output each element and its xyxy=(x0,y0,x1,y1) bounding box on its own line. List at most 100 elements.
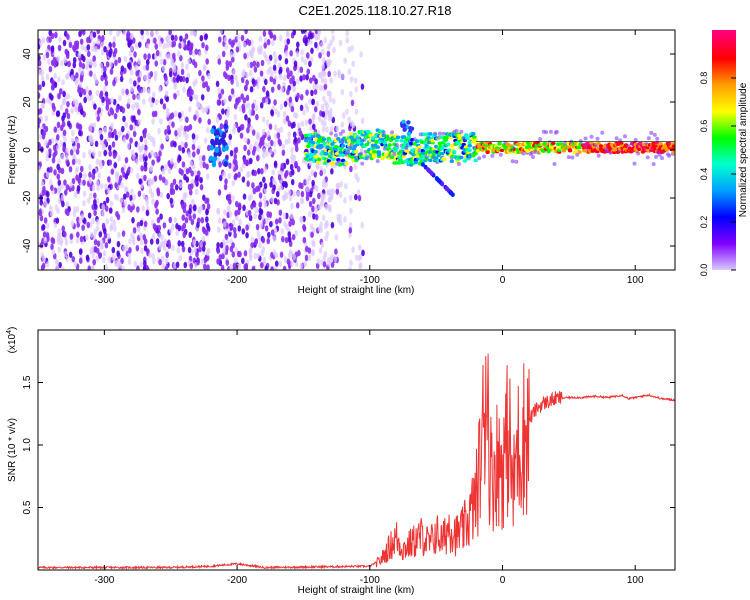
spectrogram-cell xyxy=(169,113,173,120)
spectrogram-cell xyxy=(123,185,128,193)
spectrogram-cell xyxy=(40,264,45,270)
spectrogram-cell xyxy=(317,192,321,200)
spectrogram-cell xyxy=(330,253,334,261)
spectrogram-cell xyxy=(260,168,264,175)
spectrogram-cell xyxy=(320,199,324,207)
spectrogram-cell xyxy=(387,143,392,147)
spectrogram-cell xyxy=(78,172,83,179)
spectrogram-cell xyxy=(259,208,264,216)
spectrogram-cell xyxy=(308,200,313,208)
spectrogram-cell xyxy=(195,251,199,258)
spectrogram-cell xyxy=(253,212,258,220)
spectrogram-cell xyxy=(583,136,588,141)
spectrogram-cell xyxy=(91,217,95,225)
spectrogram-cell xyxy=(272,177,276,184)
spectrogram-cell xyxy=(242,41,247,49)
spectrogram-cell xyxy=(270,86,275,93)
spectrogram-cell xyxy=(255,154,260,162)
spectrogram-x-ticks: -300 -200 -100 0 100 xyxy=(94,30,644,286)
spectrogram-cell xyxy=(252,60,257,67)
spectrogram-cell xyxy=(107,256,112,263)
spectrogram-cell xyxy=(103,127,108,134)
spectrogram-cell xyxy=(102,227,107,235)
spectrogram-cell xyxy=(548,129,553,134)
spectrogram-cell xyxy=(426,167,431,173)
spectrogram-cell xyxy=(314,214,319,221)
spectrogram-cell xyxy=(257,168,261,175)
spectrogram-cell xyxy=(327,204,331,211)
spectrogram-cell xyxy=(198,69,202,77)
spectrogram-cell xyxy=(94,46,98,53)
spectrogram-cell xyxy=(531,155,536,160)
spectrogram-cell xyxy=(92,55,96,62)
spectrogram-cell xyxy=(294,160,298,168)
spectrogram-cell xyxy=(188,214,192,221)
spectrogram-cell xyxy=(143,174,147,182)
spectrogram-cell xyxy=(249,125,254,132)
spectrogram-cell xyxy=(97,107,102,114)
spectrogram-cell xyxy=(139,135,144,143)
spectrogram-cell xyxy=(285,30,290,37)
spectrogram-cell xyxy=(67,60,71,68)
spectrogram-cell xyxy=(343,57,347,64)
spectrogram-cell xyxy=(143,220,148,228)
spectrogram-cell xyxy=(95,218,100,226)
spectrogram-cell xyxy=(310,169,315,177)
spectrogram-cell xyxy=(181,75,186,83)
spectrogram-cell xyxy=(282,111,287,118)
spectrogram-cell xyxy=(104,263,109,270)
spectrogram-cell xyxy=(73,46,77,53)
spectrogram-cell xyxy=(145,58,150,66)
spectrogram-cell xyxy=(473,138,478,142)
spectrogram-cell xyxy=(315,100,320,108)
spectrogram-cell xyxy=(306,68,311,75)
spectrogram-cell xyxy=(178,167,183,175)
spectrogram-cell xyxy=(61,79,65,86)
spectrogram-cell xyxy=(255,113,259,121)
spectrogram-cell xyxy=(349,90,353,98)
spectrogram-cell xyxy=(341,112,346,119)
spectrogram-cell xyxy=(349,207,353,215)
x-tick-label: -200 xyxy=(227,575,247,586)
spectrogram-cell xyxy=(206,85,210,92)
spectrogram-cell xyxy=(193,31,198,38)
spectrogram-cell xyxy=(224,43,229,50)
spectrogram-cell xyxy=(139,232,143,239)
spectrogram-cell xyxy=(232,69,236,76)
spectrogram-cell xyxy=(272,235,277,242)
spectrogram-cell xyxy=(207,118,211,125)
spectrogram-cell xyxy=(135,158,139,166)
spectrogram-cell xyxy=(203,137,208,144)
spectrogram-cell xyxy=(79,235,84,243)
spectrogram-cell xyxy=(272,34,277,41)
spectrogram-cell xyxy=(259,102,264,109)
spectrogram-cell xyxy=(250,236,255,243)
spectrogram-cell xyxy=(299,215,303,223)
spectrogram-cell xyxy=(112,219,117,226)
spectrogram-cell xyxy=(247,117,251,124)
spectrogram-cell xyxy=(267,231,271,239)
spectrogram-cell xyxy=(157,155,161,163)
spectrogram-cell xyxy=(187,246,192,254)
spectrogram-cell xyxy=(123,55,128,63)
spectrogram-cell xyxy=(521,151,526,156)
spectrogram-cell xyxy=(59,124,64,132)
spectrogram-cell xyxy=(113,225,117,232)
spectrogram-cell xyxy=(614,136,619,141)
spectrogram-cell xyxy=(204,106,209,113)
spectrogram-cell xyxy=(233,113,238,121)
spectrogram-cell xyxy=(40,75,45,82)
spectrogram-cell xyxy=(183,261,188,269)
spectrogram-cell xyxy=(327,196,332,203)
spectrogram-cell xyxy=(129,45,134,52)
spectrogram-cell xyxy=(164,90,169,97)
spectrogram-cell xyxy=(292,80,296,87)
spectrogram-cell xyxy=(188,189,193,196)
spectrogram-cell xyxy=(430,138,435,143)
colorbar-tick-label: 0.2 xyxy=(699,216,709,229)
spectrogram-cell xyxy=(588,146,593,151)
spectrogram-cell xyxy=(109,216,114,223)
colorbar: 0.0 0.2 0.4 0.6 0.8 Normalized spectral ampl… xyxy=(699,30,749,276)
spectrogram-cell xyxy=(140,30,144,36)
spectrogram-cell xyxy=(111,246,116,254)
